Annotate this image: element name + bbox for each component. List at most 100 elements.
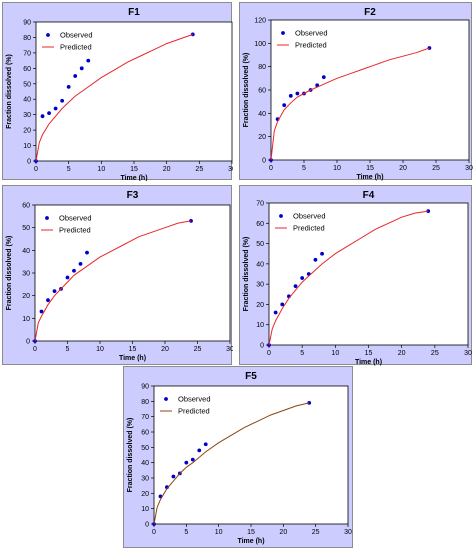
x-tick-label: 5 — [300, 350, 304, 357]
legend-entry-label: Predicted — [60, 43, 92, 52]
plot-area — [35, 21, 233, 162]
observed-point — [72, 268, 76, 273]
observed-point — [85, 250, 89, 255]
y-axis-label: Fraction dissolved (%) — [6, 236, 13, 311]
y-tick-label: 90 — [23, 20, 31, 27]
legend-marker-swatch — [164, 397, 168, 401]
x-tick-label: 30 — [464, 350, 472, 357]
y-tick-label: 0 — [26, 339, 30, 346]
chart-panel-f2: F2 0 20 40 60 80 100 120 0 5 10 15 20 25 30 Time (h) Fra… — [239, 2, 473, 181]
y-tick-label: 10 — [22, 316, 30, 323]
x-tick-label: 5 — [302, 165, 306, 172]
chart-title: F3 — [127, 190, 139, 201]
x-tick-label: 20 — [399, 165, 407, 172]
y-axis-label: Fraction dissolved (%) — [6, 54, 13, 129]
observed-point — [307, 400, 312, 405]
chart-svg: F4 0 10 20 30 40 50 60 70 0 5 10 15 20 25 30 Time (h) Fra… — [243, 190, 472, 366]
chart-title: F5 — [245, 371, 257, 382]
observed-point — [39, 309, 44, 314]
x-tick-label: 0 — [34, 166, 38, 173]
y-tick-label: 20 — [23, 128, 31, 135]
x-axis-label: Time (h) — [119, 355, 146, 362]
x-tick-label: 0 — [33, 346, 37, 353]
x-tick-label: 20 — [161, 346, 169, 353]
y-tick-label: 0 — [27, 159, 31, 166]
observed-point — [40, 114, 45, 119]
y-tick-label: 40 — [22, 248, 30, 255]
observed-point — [203, 442, 208, 447]
y-tick-label: 0 — [262, 158, 266, 165]
y-tick-label: 50 — [22, 225, 30, 232]
chart-panel-f3: F3 0 10 20 30 40 50 60 0 5 10 15 20 25 30 Time (h) Fract… — [2, 185, 233, 365]
predicted-curve — [34, 220, 192, 342]
y-tick-label: 70 — [23, 50, 31, 57]
observed-point — [66, 84, 71, 89]
chart-panel-f4: F4 0 10 20 30 40 50 60 70 0 5 10 15 20 25 30 Time (h) Fra… — [239, 185, 472, 366]
observed-point — [295, 91, 300, 96]
legend-entry-label: Observed — [60, 31, 93, 40]
y-tick-label: 60 — [22, 203, 30, 210]
observed-point — [86, 58, 91, 63]
y-tick-label: 30 — [141, 476, 149, 483]
x-axis-label: Time (h) — [120, 175, 147, 181]
y-tick-label: 60 — [23, 66, 31, 73]
y-tick-label: 60 — [141, 430, 149, 437]
legend-marker-swatch — [279, 214, 283, 218]
y-tick-label: 40 — [256, 261, 264, 268]
y-tick-label: 40 — [23, 97, 31, 104]
x-tick-label: 15 — [129, 346, 137, 353]
y-tick-label: 20 — [22, 293, 30, 300]
y-tick-label: 20 — [256, 302, 264, 309]
predicted-curve — [153, 402, 310, 525]
y-axis-label: Fraction dissolved (%) — [243, 237, 250, 312]
x-tick-label: 10 — [97, 166, 105, 173]
x-tick-label: 10 — [331, 350, 339, 357]
x-tick-label: 30 — [465, 165, 473, 172]
chart-title: F2 — [364, 7, 376, 18]
y-tick-label: 30 — [256, 282, 264, 289]
x-tick-label: 20 — [398, 350, 406, 357]
plot-area — [268, 202, 469, 346]
chart-panel-f5: F5 0 10 20 30 40 50 60 70 80 90 0 5 10 15 20 25 30 Time (h… — [123, 366, 353, 548]
plot-area — [153, 385, 349, 525]
legend-entry-label: Predicted — [293, 224, 325, 233]
chart-title: F1 — [128, 7, 140, 18]
observed-point — [184, 460, 189, 465]
y-tick-label: 60 — [258, 88, 266, 95]
observed-point — [190, 32, 195, 37]
x-tick-label: 5 — [184, 529, 188, 536]
x-tick-label: 10 — [333, 165, 341, 172]
chart-svg: F5 0 10 20 30 40 50 60 70 80 90 0 5 10 15 20 25 30 Time (h… — [127, 371, 352, 545]
x-tick-label: 10 — [96, 346, 104, 353]
y-tick-label: 120 — [254, 18, 266, 25]
observed-point — [293, 284, 298, 289]
x-tick-label: 20 — [163, 166, 171, 173]
observed-point — [73, 74, 78, 78]
legend-entry-label: Predicted — [178, 407, 210, 416]
observed-point — [53, 106, 58, 111]
observed-point — [171, 474, 176, 479]
legend-marker-swatch — [281, 31, 285, 35]
predicted-curve — [35, 33, 193, 162]
legend-entry-label: Observed — [178, 395, 211, 404]
observed-point — [288, 93, 293, 98]
observed-point — [313, 257, 318, 262]
observed-point — [190, 457, 195, 462]
chart-panel-f1: F1 0 10 20 30 40 50 60 70 80 90 0 5 10 15 20 25 30 Time (h… — [2, 2, 233, 181]
x-tick-label: 10 — [215, 529, 223, 536]
y-tick-label: 80 — [258, 64, 266, 71]
y-tick-label: 100 — [254, 41, 266, 48]
observed-point — [46, 298, 50, 303]
x-tick-label: 25 — [312, 529, 320, 536]
y-tick-label: 30 — [22, 271, 30, 278]
x-axis-label: Time (h) — [356, 174, 383, 181]
x-tick-label: 0 — [152, 529, 156, 536]
y-tick-label: 10 — [256, 322, 264, 329]
legend-entry-label: Predicted — [59, 226, 91, 235]
x-tick-label: 25 — [431, 350, 439, 357]
x-tick-label: 5 — [66, 346, 70, 353]
x-tick-label: 0 — [269, 165, 273, 172]
y-tick-label: 10 — [23, 143, 31, 150]
y-tick-label: 20 — [141, 491, 149, 498]
x-tick-label: 15 — [130, 166, 138, 173]
